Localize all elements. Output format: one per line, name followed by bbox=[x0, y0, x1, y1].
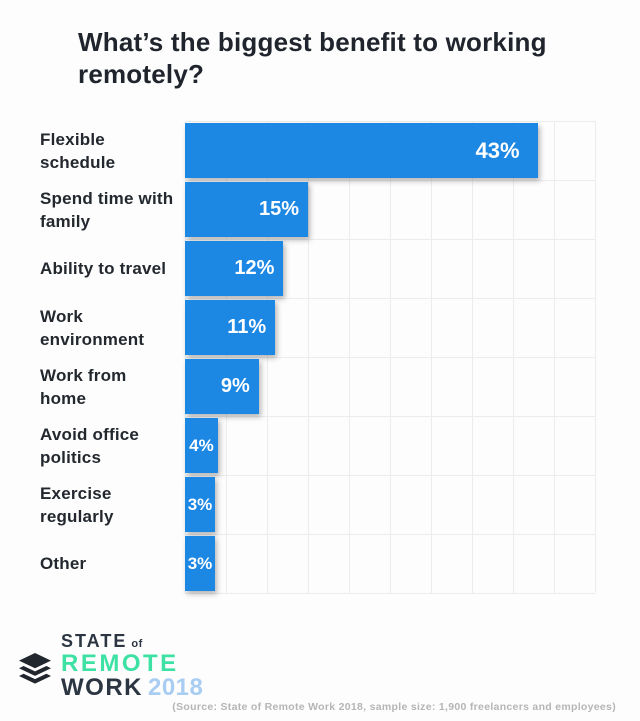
category-label-ability-to-travel: Ability to travel bbox=[40, 259, 167, 278]
logo-word-state: STATE bbox=[61, 631, 128, 651]
logo-word-work: WORK bbox=[61, 674, 143, 701]
gridline-horizontal bbox=[185, 357, 595, 358]
bar-value-label: 3% bbox=[187, 553, 213, 573]
category-axis: Flexible schedule Spend time with family A… bbox=[40, 121, 174, 593]
source-note: (Source: State of Remote Work 2018, samp… bbox=[172, 701, 616, 713]
bar-ability-to-travel: 12% bbox=[185, 241, 284, 296]
bar-value-label: 43% bbox=[475, 137, 520, 163]
category-label-exercise-regularly: Exercise regularly bbox=[40, 483, 114, 526]
category-label-flexible-schedule: Flexible schedule bbox=[40, 129, 116, 172]
logo-year: 2018 bbox=[147, 674, 204, 701]
category-label-work-from-home: Work from home bbox=[40, 365, 127, 408]
bar-exercise-regularly: 3% bbox=[185, 477, 215, 532]
bar-value-label: 11% bbox=[227, 316, 267, 338]
logo-line-state: STATE of bbox=[61, 631, 203, 652]
bar-work-from-home: 9% bbox=[185, 359, 259, 414]
category-label-spend-time-with-family: Spend time with family bbox=[40, 188, 174, 231]
bar-spend-time-with-family: 15% bbox=[185, 182, 308, 237]
bar-flexible-schedule: 43% bbox=[185, 123, 538, 178]
bar-value-label: 3% bbox=[187, 494, 213, 514]
plot-area: 43% 15% 12% 11% 9% 4% 3% 3% bbox=[185, 121, 596, 594]
category-label-avoid-office-politics: Avoid office politics bbox=[40, 424, 140, 467]
gridline-horizontal bbox=[185, 534, 595, 535]
category-label-work-environment: Work environment bbox=[40, 306, 145, 349]
gridline-horizontal bbox=[185, 180, 595, 181]
bar-value-label: 9% bbox=[220, 375, 250, 397]
gridline-horizontal bbox=[185, 298, 595, 299]
bar-value-label: 12% bbox=[234, 257, 275, 279]
gridline-vertical bbox=[595, 121, 596, 593]
logo-text: STATE of REMOTE WORK 2018 bbox=[61, 631, 203, 700]
logo-word-of: of bbox=[131, 638, 143, 650]
bar-value-label: 4% bbox=[189, 435, 214, 455]
footer: STATE of REMOTE WORK 2018 (Source: State o… bbox=[0, 621, 640, 721]
gridline-horizontal bbox=[185, 475, 595, 476]
state-of-remote-work-logo: STATE of REMOTE WORK 2018 bbox=[18, 631, 203, 700]
gridline-horizontal bbox=[185, 416, 595, 417]
logo-line-work-year: WORK 2018 bbox=[61, 676, 203, 700]
gridline-horizontal bbox=[185, 121, 595, 122]
gridline-horizontal bbox=[185, 239, 595, 240]
logo-word-remote: REMOTE bbox=[61, 650, 179, 677]
gridline-horizontal bbox=[185, 593, 595, 594]
bar-work-environment: 11% bbox=[185, 300, 276, 355]
bar-value-label: 15% bbox=[258, 198, 299, 220]
category-label-other: Other bbox=[40, 554, 87, 573]
bar-avoid-office-politics: 4% bbox=[185, 418, 218, 473]
layers-stack-icon bbox=[19, 652, 51, 684]
chart-title: What’s the biggest benefit to working re… bbox=[78, 27, 547, 89]
bar-other: 3% bbox=[185, 536, 215, 591]
